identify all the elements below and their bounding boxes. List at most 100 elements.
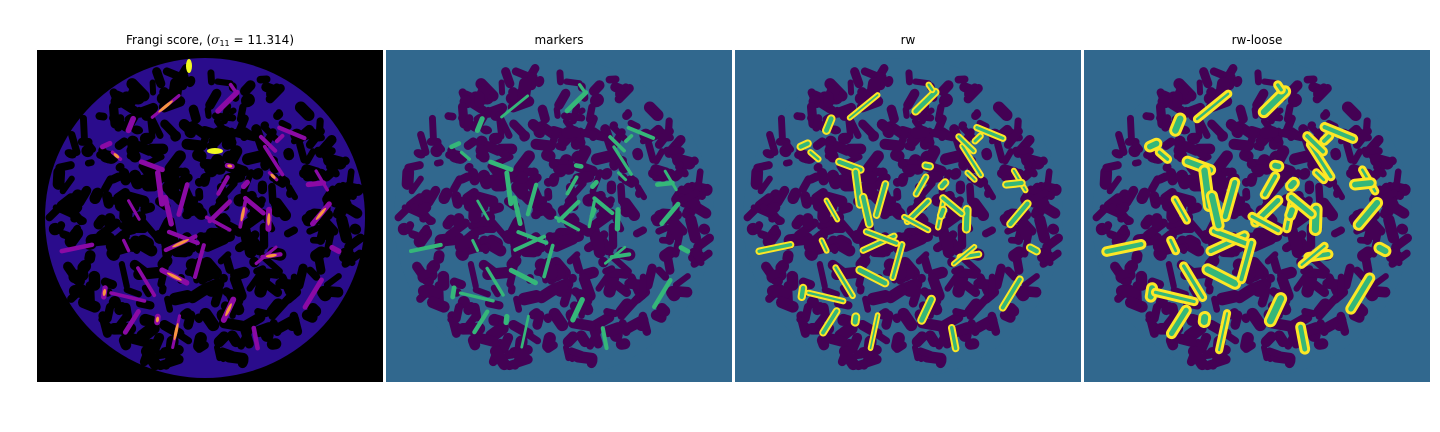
cell-blob xyxy=(164,150,186,175)
cell-blob xyxy=(241,312,266,331)
vessel-segment xyxy=(955,133,977,155)
cell-blob xyxy=(185,76,196,88)
cell-blob xyxy=(1115,285,1140,300)
cell-blob xyxy=(104,213,116,230)
vessel-segment xyxy=(612,145,633,176)
vessel-segment xyxy=(925,81,936,94)
cell-blob xyxy=(1257,231,1282,245)
cell-blob xyxy=(1341,101,1362,122)
cell-blob xyxy=(1041,248,1054,267)
vessel-segment xyxy=(138,159,165,173)
vessel-segment xyxy=(471,238,480,253)
cell-blob xyxy=(1008,246,1026,262)
cell-blob xyxy=(824,144,839,163)
cell-blob xyxy=(816,261,828,290)
cell-blob xyxy=(757,230,770,240)
cell-blob xyxy=(210,231,235,245)
cell-blob xyxy=(1016,216,1032,241)
vessel-segment xyxy=(889,241,906,282)
vessel-segment xyxy=(1373,241,1392,258)
cell-blob xyxy=(182,209,193,220)
cell-blob xyxy=(269,319,282,337)
vessel-segment xyxy=(504,170,514,207)
cell-blob xyxy=(268,296,291,321)
cell-blob xyxy=(627,119,641,130)
cell-blob xyxy=(219,273,228,283)
cell-blob xyxy=(1132,140,1144,153)
vessel-segment xyxy=(950,243,978,267)
cell-blob xyxy=(1230,310,1243,330)
cell-blob xyxy=(806,172,821,184)
cell-blob xyxy=(992,101,1013,122)
cell-blob xyxy=(479,125,493,135)
cell-blob xyxy=(534,76,545,88)
cell-blob xyxy=(777,114,786,144)
cell-blob xyxy=(498,332,514,354)
cell-blob xyxy=(643,263,657,290)
cell-blob xyxy=(585,103,596,123)
cell-blob xyxy=(207,69,216,86)
cell-blob xyxy=(1043,168,1053,193)
cell-blob xyxy=(1005,303,1020,317)
cell-blob xyxy=(1252,281,1267,297)
vessel-segment xyxy=(577,83,586,92)
cell-blob xyxy=(934,103,945,123)
cell-blob xyxy=(1163,310,1179,329)
cell-blob xyxy=(64,149,77,159)
cell-blob xyxy=(1140,214,1155,230)
cell-blob xyxy=(442,214,457,230)
vessel-segment xyxy=(472,309,490,335)
vessel-segment xyxy=(971,132,984,145)
marker-segments xyxy=(409,83,691,351)
cell-blob xyxy=(675,161,684,171)
cell-blob xyxy=(659,246,677,262)
cell-blob xyxy=(549,157,559,168)
cell-blob xyxy=(548,172,560,187)
cell-blob xyxy=(654,127,674,149)
cell-blob xyxy=(421,224,431,236)
cell-blob xyxy=(472,286,491,298)
cell-blob xyxy=(1336,311,1350,336)
cell-blob xyxy=(433,250,445,264)
cell-blob xyxy=(829,243,839,254)
cell-blob xyxy=(655,266,670,281)
vessel-segment xyxy=(1179,261,1208,302)
cell-blob xyxy=(139,132,154,145)
cell-blob xyxy=(404,161,424,172)
title-symbol: σ xyxy=(211,33,220,47)
cell-blob xyxy=(306,224,321,235)
cell-blob xyxy=(1115,130,1128,156)
cell-blob xyxy=(281,176,291,187)
cell-blob xyxy=(824,333,849,347)
cell-blob xyxy=(294,101,315,122)
cell-blob xyxy=(600,168,613,180)
cell-blob xyxy=(898,157,908,168)
vessel-segment xyxy=(855,265,890,288)
cell-blob xyxy=(170,130,182,142)
cell-blob xyxy=(413,149,426,159)
cell-blob xyxy=(210,286,224,308)
cell-blob xyxy=(153,229,167,244)
vessel-segment xyxy=(1247,211,1283,236)
vessel-segment xyxy=(99,140,113,150)
cell-blob xyxy=(157,254,173,271)
cell-blob xyxy=(776,296,799,313)
cell-blob xyxy=(542,332,556,353)
panel-title-rw-loose: rw-loose xyxy=(1231,33,1283,47)
cell-blob xyxy=(913,180,936,205)
cell-blob xyxy=(79,114,88,144)
cell-blob xyxy=(1317,197,1339,222)
cell-blob xyxy=(1131,159,1142,167)
vessel-segment xyxy=(458,291,495,303)
frangi-peak xyxy=(173,322,179,341)
cell-blob xyxy=(1103,193,1123,211)
cell-blob xyxy=(1180,141,1202,156)
cell-blob xyxy=(543,313,553,324)
vessel-segment xyxy=(1150,287,1199,307)
cell-blob xyxy=(286,187,295,198)
vessel-segment xyxy=(122,309,141,335)
cell-blob xyxy=(444,112,457,121)
vessel-segment xyxy=(1201,263,1242,290)
cell-blob xyxy=(1196,332,1212,354)
vessel-segment xyxy=(476,199,490,221)
